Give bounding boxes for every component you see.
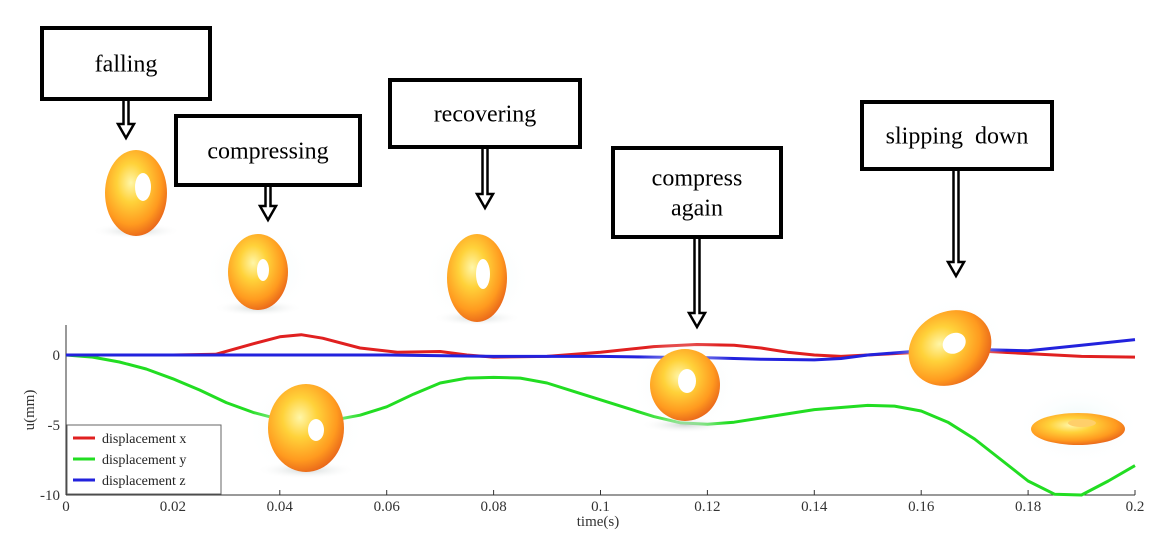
- annotation-falling: falling: [40, 26, 212, 141]
- annotation-text: again: [671, 196, 723, 222]
- x-tick-label: 0.16: [908, 499, 935, 515]
- x-tick-label: 0.04: [267, 499, 294, 515]
- torus-flattened-icon: [1016, 385, 1140, 465]
- torus-slipping-icon: [892, 295, 1008, 401]
- annotation-arrow: [686, 235, 708, 330]
- torus-compressing-icon: [203, 227, 313, 317]
- x-tick-label: 0.08: [480, 499, 506, 515]
- legend-label: displacement z: [102, 474, 186, 489]
- annotation-box: [388, 78, 582, 149]
- annotation-arrow: [474, 145, 496, 211]
- torus-compress-again-icon: [630, 333, 740, 437]
- x-tick-label: 0.14: [801, 499, 828, 515]
- annotation-arrow: [945, 167, 967, 279]
- annotation-text: falling: [95, 52, 158, 78]
- annotation-arrow: [115, 97, 137, 141]
- y-tick-label: -10: [40, 488, 60, 504]
- torus-illustrations: [91, 150, 1140, 483]
- legend-label: displacement y: [102, 453, 186, 468]
- x-axis-label: time(s): [577, 514, 620, 530]
- annotation-slipping-down: slipping down: [860, 100, 1054, 279]
- annotation-text: recovering: [434, 102, 537, 128]
- x-tick-label: 0.1: [591, 499, 610, 515]
- x-tick-label: 0.12: [694, 499, 720, 515]
- annotation-box: [174, 114, 362, 187]
- torus-recovering-icon: [422, 228, 532, 328]
- x-tick-label: 0: [62, 499, 70, 515]
- annotation-box: [860, 100, 1054, 171]
- stage-annotations: falling compressing recovering compress agai…: [40, 26, 1054, 330]
- annotation-compress-again: compress again: [611, 146, 783, 330]
- y-tick-label: 0: [53, 348, 61, 364]
- annotation-text: slipping down: [886, 124, 1029, 150]
- annotation-text: compress: [652, 166, 743, 192]
- legend-label: displacement x: [102, 432, 186, 447]
- axis-ticks: 0 0.02 0.04 0.06 0.08 0.1 0.12 0.14 0.16 0.18 0.2 0…: [40, 348, 1144, 515]
- annotation-compressing: compressing: [174, 114, 362, 223]
- legend: displacement x displacement y displacement…: [66, 424, 222, 495]
- annotation-box: [611, 146, 783, 239]
- x-tick-label: 0.06: [374, 499, 401, 515]
- annotation-recovering: recovering: [388, 78, 582, 211]
- torus-falling-icon: [91, 150, 181, 239]
- y-tick-label: -5: [48, 418, 61, 434]
- annotation-box: [40, 26, 212, 101]
- annotation-text: compressing: [207, 139, 328, 165]
- x-tick-label: 0.02: [160, 499, 186, 515]
- x-tick-label: 0.2: [1126, 499, 1145, 515]
- y-axis-label: u(mm): [22, 390, 38, 431]
- x-tick-label: 0.18: [1015, 499, 1041, 515]
- torus-bottom-icon: [246, 373, 366, 483]
- series-line-displacement-y: [65, 353, 1136, 497]
- annotation-arrow: [257, 183, 279, 223]
